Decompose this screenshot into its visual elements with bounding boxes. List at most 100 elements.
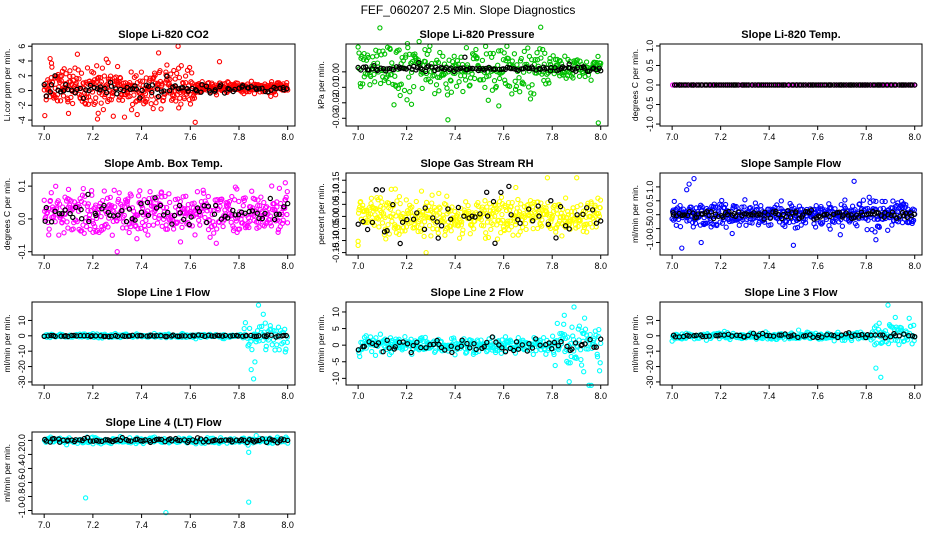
data-point <box>596 368 603 374</box>
y-axis-label: percent per min. <box>316 183 326 244</box>
data-point <box>179 224 185 231</box>
data-point <box>274 204 280 210</box>
data-point <box>246 224 252 231</box>
x-tick-label: 7.6 <box>811 391 824 401</box>
overlay-point <box>793 209 799 215</box>
plot-frame <box>659 172 923 256</box>
overlay-point <box>195 332 202 338</box>
overlay-point <box>138 209 145 215</box>
data-point <box>482 84 488 91</box>
overlay-point <box>865 210 872 217</box>
overlay-point <box>414 64 420 71</box>
overlay-point <box>435 235 441 241</box>
overlay-point <box>126 333 133 339</box>
x-tick-label: 7.6 <box>497 132 510 142</box>
data-point <box>96 206 102 213</box>
data-point <box>252 196 258 202</box>
data-point <box>121 114 128 120</box>
data-point <box>471 75 478 82</box>
x-tick-label: 7.6 <box>497 261 510 271</box>
y-tick-label: -5 <box>331 358 341 366</box>
overlay-point <box>896 214 903 220</box>
data-point <box>152 72 158 78</box>
x-tick-label: 7.2 <box>87 520 100 530</box>
data-point <box>249 346 255 353</box>
overlay-point <box>397 240 403 247</box>
overlay-point <box>448 216 454 222</box>
overlay-point <box>438 223 445 229</box>
data-point <box>236 198 242 205</box>
data-point <box>444 85 450 91</box>
overlay-point <box>164 333 170 340</box>
data-point <box>191 200 197 206</box>
data-point <box>241 197 247 204</box>
data-point <box>47 197 54 204</box>
data-point <box>743 222 749 228</box>
overlay-point <box>155 93 162 100</box>
data-point <box>488 226 494 233</box>
overlay-point <box>864 82 871 88</box>
data-point <box>864 226 870 233</box>
data-point <box>107 194 113 201</box>
y-tick-label: 10 <box>331 307 341 317</box>
overlay-point <box>262 88 268 95</box>
data-point <box>84 65 91 71</box>
data-point <box>509 91 515 97</box>
data-point <box>426 222 433 229</box>
data-point <box>127 79 133 86</box>
data-point <box>275 229 281 235</box>
data-point <box>877 206 884 212</box>
data-point <box>181 95 187 102</box>
data-point <box>885 302 891 308</box>
data-point <box>517 229 523 235</box>
data-point <box>98 100 104 106</box>
overlay-point <box>360 218 366 225</box>
data-point <box>723 224 729 230</box>
overlay-point <box>281 204 287 210</box>
data-point <box>742 197 748 203</box>
overlay-point <box>101 202 107 209</box>
overlay-point <box>821 211 828 218</box>
data-point <box>229 193 235 200</box>
y-tick-label: -2 <box>17 101 27 109</box>
data-point <box>146 222 152 229</box>
data-point <box>46 232 52 238</box>
data-point <box>86 212 93 218</box>
data-point <box>92 223 98 230</box>
overlay-point <box>530 218 536 224</box>
data-point <box>130 208 137 214</box>
data-point <box>383 236 389 242</box>
overlay-point <box>671 82 678 88</box>
data-point <box>282 349 288 355</box>
overlay-point <box>762 209 768 215</box>
data-point <box>112 204 118 210</box>
overlay-point <box>467 345 473 351</box>
data-point <box>562 195 569 201</box>
data-point <box>818 221 825 227</box>
data-point <box>393 213 399 219</box>
overlay-point <box>586 68 592 74</box>
y-axis-label: degrees C per min. <box>630 49 640 121</box>
data-point <box>48 190 54 196</box>
overlay-point <box>536 213 542 219</box>
y-tick-label: 0.0 <box>17 213 27 226</box>
overlay-point <box>502 349 509 355</box>
data-point <box>246 449 252 455</box>
overlay-point <box>392 344 398 350</box>
data-point <box>429 200 435 206</box>
overlay-point <box>421 226 428 232</box>
data-points <box>41 432 291 516</box>
data-point <box>677 223 684 230</box>
data-point <box>484 204 490 210</box>
data-point <box>692 220 699 226</box>
data-point <box>276 185 283 191</box>
x-tick-label: 7.4 <box>135 520 148 530</box>
overlay-point <box>384 227 390 234</box>
data-point <box>443 81 449 87</box>
data-point <box>496 75 503 82</box>
data-point <box>392 73 398 79</box>
overlay-point <box>219 333 226 339</box>
data-point <box>575 223 581 230</box>
data-point <box>128 193 134 199</box>
